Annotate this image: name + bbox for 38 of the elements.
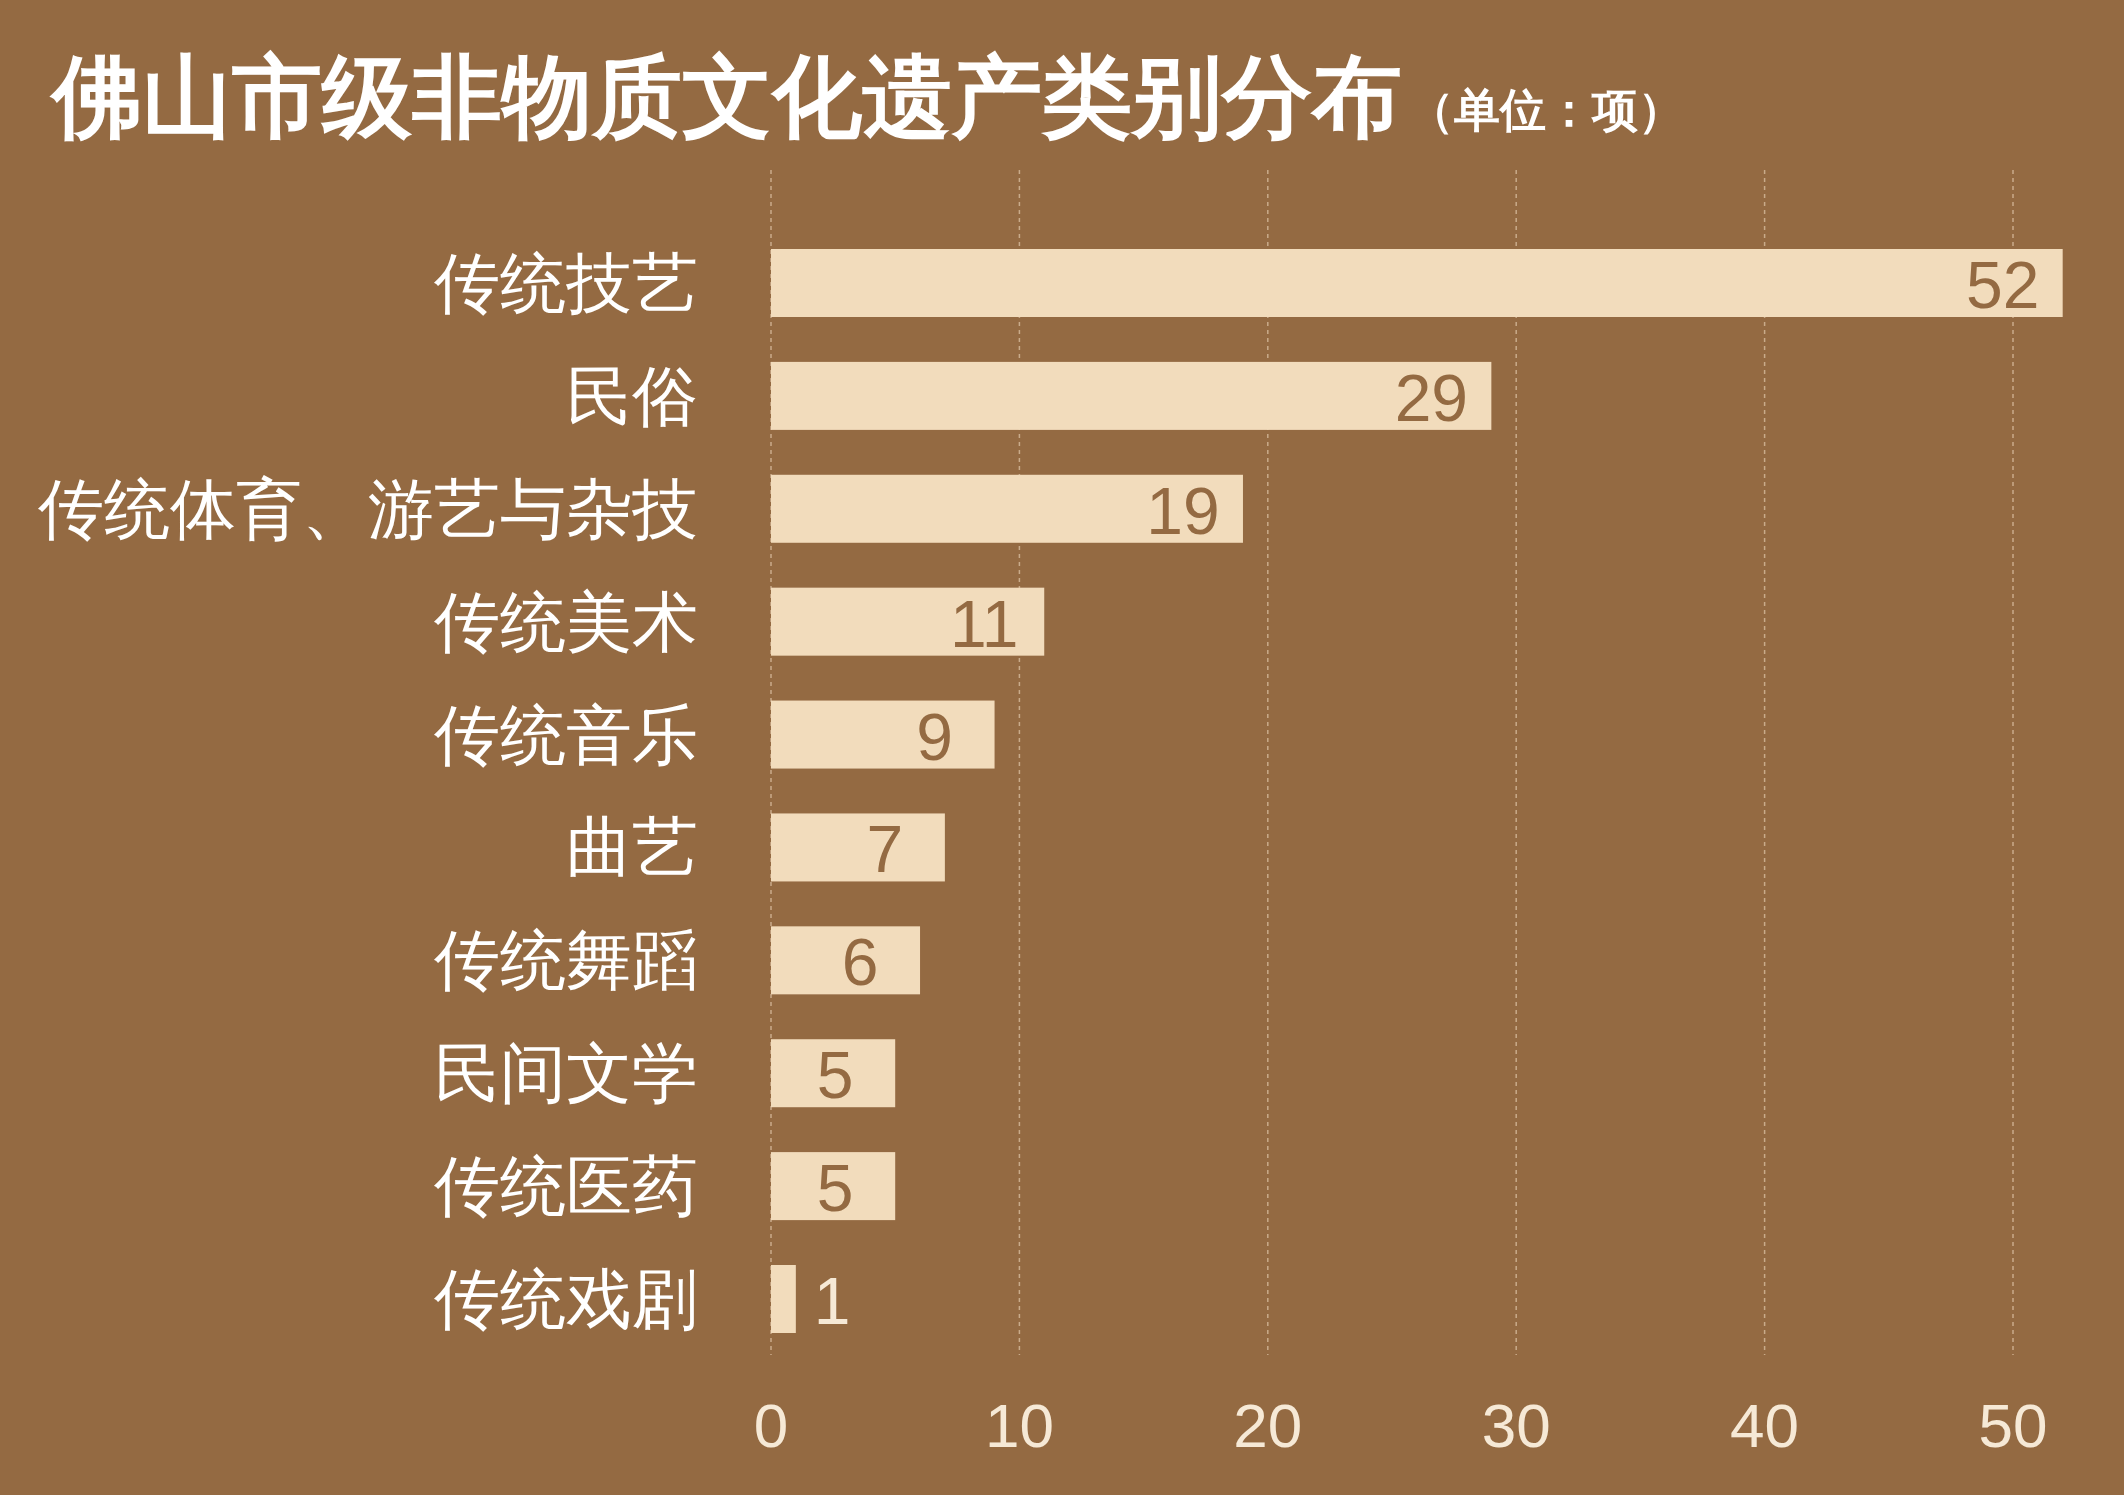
x-tick-label: 20 (1233, 1391, 1303, 1460)
x-tick-label: 40 (1730, 1391, 1800, 1460)
data-label: 9 (916, 699, 953, 774)
bar (771, 587, 1045, 656)
chart-title: 佛山市级非物质文化遗产类别分布 (49, 47, 1402, 147)
y-tick-label: 民俗 (566, 358, 698, 433)
data-label: 11 (949, 586, 1019, 661)
x-tick-label: 50 (1978, 1391, 2048, 1460)
data-label: 19 (1146, 473, 1220, 548)
data-label: 1 (813, 1264, 851, 1338)
x-tick-label: 0 (753, 1391, 789, 1460)
bar (771, 1039, 896, 1108)
x-tick-label: 10 (984, 1391, 1054, 1460)
data-label: 5 (816, 1151, 854, 1226)
bar (771, 1265, 796, 1333)
y-tick-label: 民间文学 (434, 1036, 698, 1111)
y-tick-label: 传统技艺 (434, 246, 698, 320)
bar (771, 361, 1492, 430)
bar (771, 1152, 896, 1221)
y-tick-label: 传统戏剧 (434, 1262, 698, 1336)
bar (771, 249, 2063, 317)
x-tick-label: 30 (1481, 1391, 1551, 1460)
data-label: 6 (841, 925, 879, 1000)
y-tick-label: 传统体育、游艺与杂技 (38, 471, 698, 546)
data-label: 5 (816, 1038, 854, 1113)
bar (771, 474, 1243, 543)
y-tick-label: 传统医药 (434, 1149, 698, 1224)
data-label: 29 (1394, 360, 1469, 435)
y-tick-label: 曲艺 (566, 810, 698, 885)
y-tick-label: 传统音乐 (434, 697, 698, 772)
bar (771, 813, 945, 882)
data-label: 52 (1965, 248, 2040, 322)
chart-subtitle: （单位：项） (1408, 84, 1684, 136)
bar (771, 926, 921, 995)
y-tick-label: 传统舞蹈 (434, 923, 698, 998)
bar (771, 700, 995, 769)
data-label: 7 (866, 812, 904, 887)
y-tick-label: 传统美术 (434, 584, 698, 659)
